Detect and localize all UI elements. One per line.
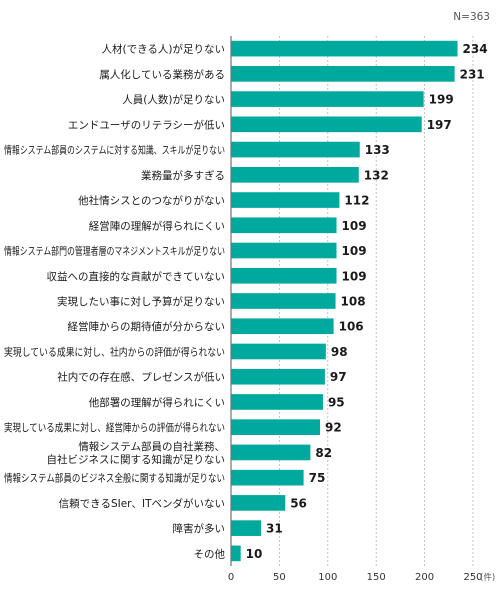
bar	[231, 343, 326, 360]
value-label: 82	[315, 446, 332, 460]
category-label: 収益への直接的な貢献ができていない	[47, 270, 226, 283]
value-label: 231	[460, 67, 485, 81]
bars	[231, 40, 458, 562]
sample-size-label: N=363	[453, 11, 490, 23]
category-label: 社内での存在感、プレゼンスが低い	[57, 371, 225, 384]
category-label: 属人化している業務がある	[99, 68, 225, 81]
value-label: 31	[266, 522, 283, 536]
bar	[231, 91, 424, 107]
value-label: 109	[342, 269, 367, 283]
category-label: 情報システム部員のシステムに対する知識、スキルが足りない	[4, 144, 225, 157]
category-label: 情報システム部員の自社業務、	[78, 440, 225, 453]
value-label: 109	[342, 244, 367, 258]
bar	[231, 192, 340, 208]
bar	[231, 141, 360, 158]
value-label: 56	[290, 496, 307, 510]
x-axis-unit: (件)	[480, 572, 495, 583]
bar	[231, 242, 337, 259]
value-label: 132	[364, 168, 389, 182]
bar	[231, 116, 422, 133]
value-label: 75	[309, 471, 326, 485]
category-label: 経営陣の理解が得られにくい	[89, 219, 225, 232]
category-label: 実現している成果に対し、経営陣からの評価が得られない	[4, 421, 225, 434]
value-label: 92	[325, 421, 342, 435]
category-label: 業務量が多すぎる	[141, 169, 225, 182]
value-labels: 234 231 199 197 133 132 112 109 109 109 108 106 98 97…	[246, 42, 488, 561]
bar	[231, 469, 304, 486]
category-labels: 人材(できる人)が足りない属人化している業務がある人員(人数)が足りないエンドユ…	[4, 43, 225, 561]
value-label: 106	[339, 320, 364, 334]
x-tick-label: 100	[318, 572, 337, 583]
x-axis-ticks: 0 50 100 150 200 250	[228, 572, 483, 583]
value-label: 234	[463, 42, 488, 56]
x-tick-label: 0	[228, 572, 234, 583]
value-label: 108	[341, 295, 366, 309]
bar	[231, 66, 455, 82]
x-tick-label: 50	[273, 572, 286, 583]
bar	[231, 293, 336, 309]
x-tick-label: 250	[463, 572, 482, 583]
value-label: 112	[344, 194, 369, 208]
category-label: 人員(人数)が足りない	[122, 93, 225, 106]
bar	[231, 394, 323, 410]
value-label: 199	[429, 93, 454, 107]
bar	[231, 166, 359, 183]
category-label: 自社ビジネスに関する知識が足りない	[47, 453, 226, 466]
value-label: 197	[427, 118, 452, 132]
category-label: 信頼できるSIer、ITベンダがいない	[59, 497, 225, 510]
category-label: 実現している成果に対し、社内からの評価が得られない	[4, 345, 225, 358]
value-label: 97	[330, 370, 347, 384]
bar	[231, 267, 337, 284]
category-label: 他部署の理解が得られにくい	[89, 396, 225, 409]
bar	[231, 545, 241, 562]
bar	[231, 520, 262, 536]
category-label: 障害が多い	[173, 522, 226, 535]
value-label: 109	[342, 219, 367, 233]
category-label: 人材(できる人)が足りない	[102, 43, 225, 56]
category-label: 実現したい事に対し予算が足りない	[57, 295, 225, 308]
value-label: 98	[331, 345, 348, 359]
bar	[231, 217, 337, 234]
category-label: 情報システム部員のビジネス全般に関する知識が足りない	[4, 472, 225, 485]
bar	[231, 419, 321, 436]
category-label: 他社情シスとのつながりがない	[78, 194, 225, 207]
value-label: 133	[365, 143, 390, 157]
bar	[231, 318, 334, 335]
bar	[231, 40, 458, 57]
x-tick-label: 200	[415, 572, 434, 583]
value-label: 95	[328, 395, 345, 409]
category-label: その他	[194, 547, 226, 560]
category-label: 経営陣からの期待値が分からない	[68, 320, 226, 333]
bar	[231, 495, 286, 511]
bar	[231, 368, 325, 385]
category-label: エンドユーザのリテラシーが低い	[68, 118, 225, 131]
x-tick-label: 150	[367, 572, 386, 583]
category-label: 情報システム部門の管理者層のマネジメントスキルが足りない	[4, 245, 225, 258]
value-label: 10	[246, 547, 263, 561]
bar	[231, 444, 311, 461]
